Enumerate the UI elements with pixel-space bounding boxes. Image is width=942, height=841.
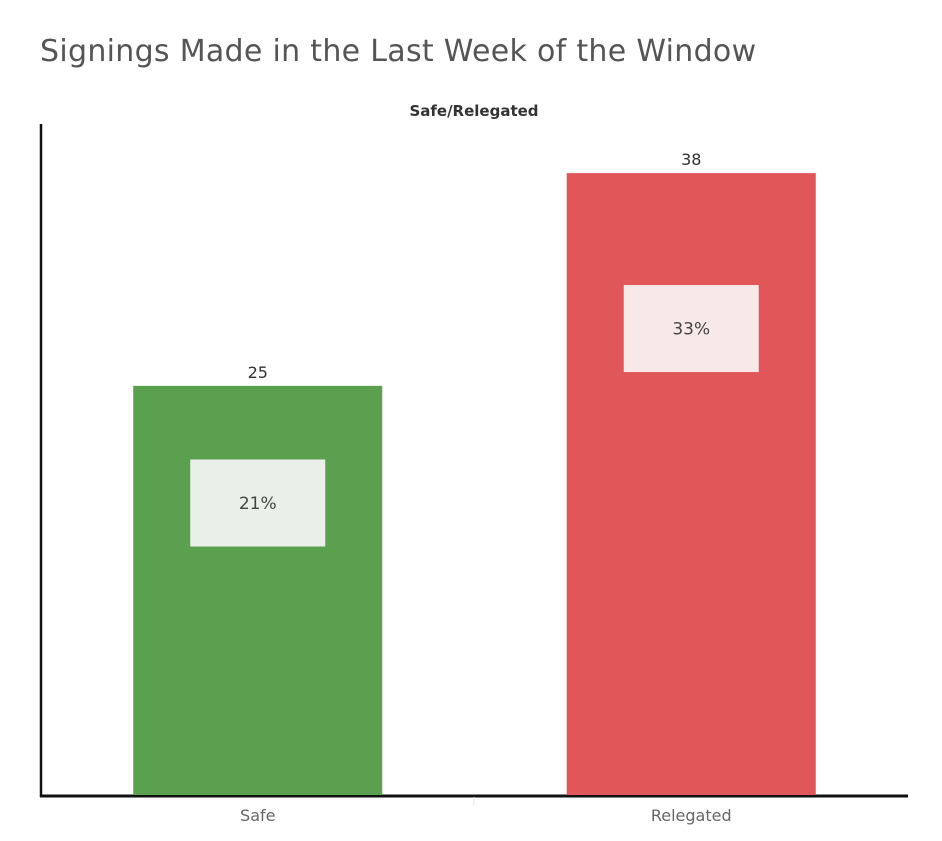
percent-label-safe: 21% <box>239 494 277 514</box>
bars-group: 25 21% Safe 38 33% Relegated <box>133 150 816 825</box>
percent-box-safe <box>190 459 326 547</box>
bar-relegated <box>566 173 816 796</box>
category-label-relegated: Relegated <box>651 806 732 825</box>
percent-box-relegated <box>623 285 759 373</box>
category-label-safe: Safe <box>240 806 275 825</box>
column-header: Safe/Relegated <box>409 102 538 120</box>
percent-label-relegated: 33% <box>672 320 710 340</box>
bar-safe <box>133 385 383 795</box>
value-label-safe: 25 <box>248 363 268 382</box>
chart-title: Signings Made in the Last Week of the Wi… <box>40 34 757 69</box>
value-label-relegated: 38 <box>681 150 701 169</box>
